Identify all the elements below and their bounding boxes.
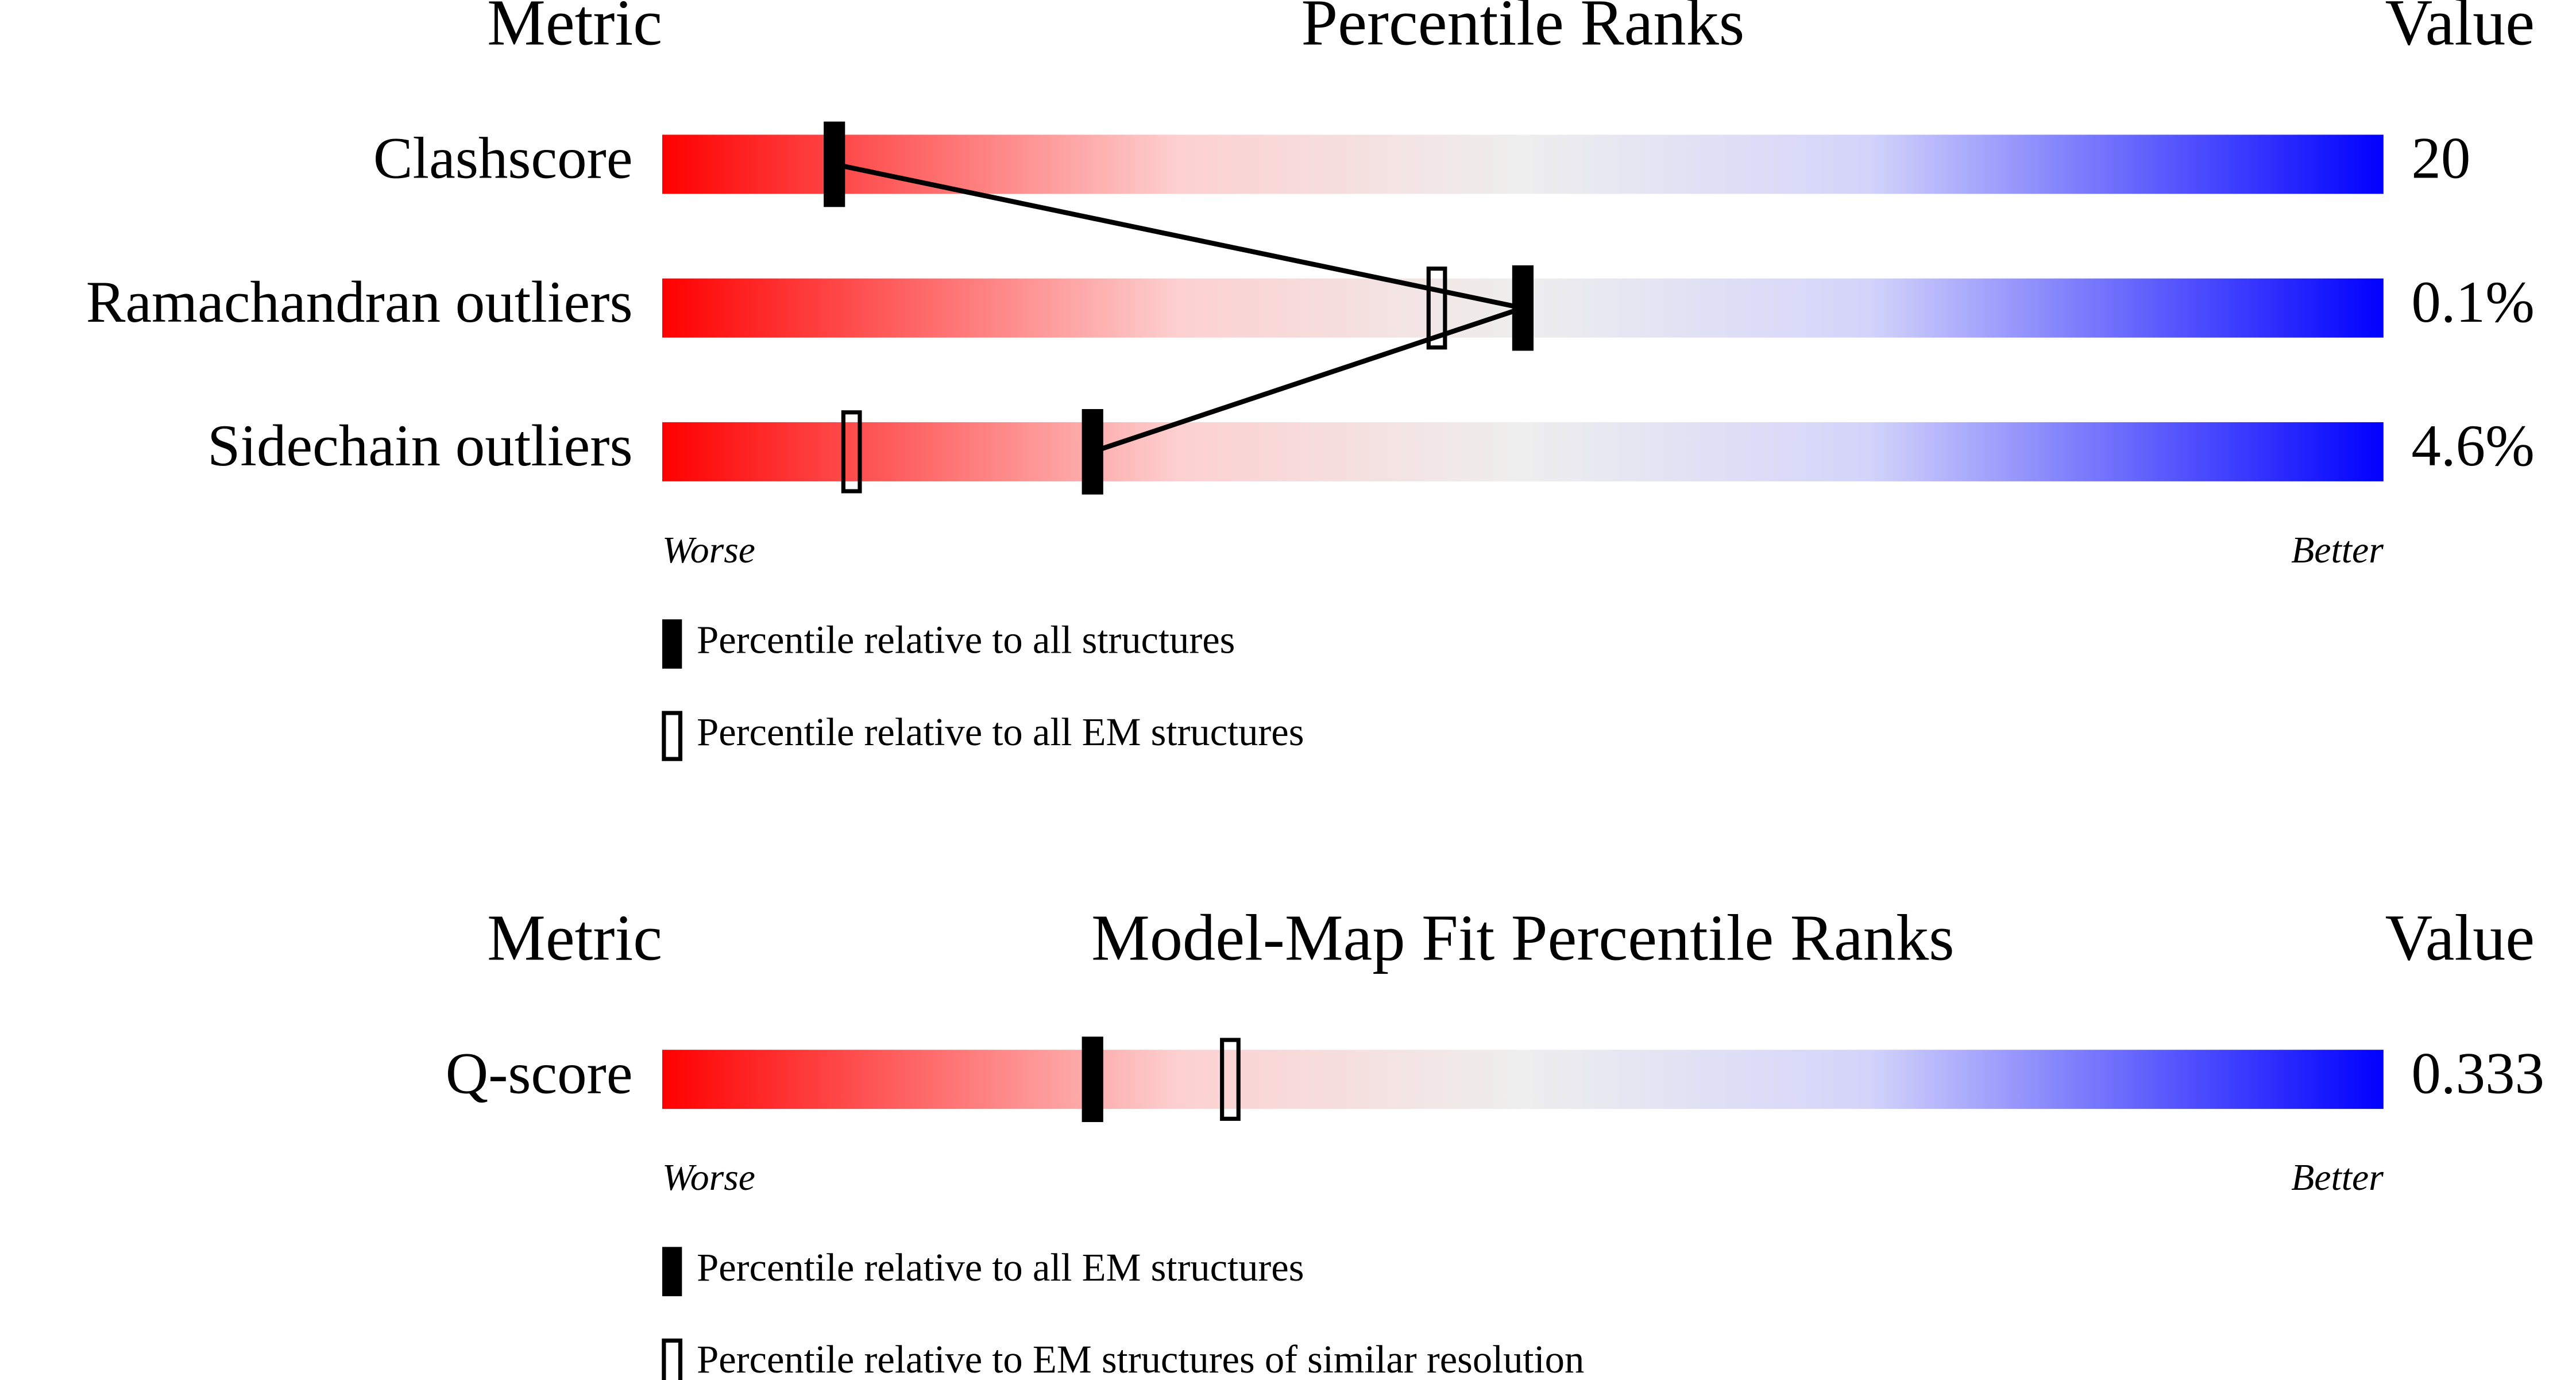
worse-label: Worse [662, 529, 755, 571]
percentile-marker-open [1426, 266, 1447, 350]
metric-label: Sidechain outliers [207, 413, 632, 479]
metric-header: Metric [487, 901, 662, 974]
panel-title: Percentile Ranks [1301, 0, 1745, 59]
metric-value: 0.333 [2411, 1040, 2544, 1106]
percentile-marker-open [841, 410, 862, 494]
worse-label: Worse [662, 1157, 755, 1198]
percentile-marker [1082, 1036, 1103, 1123]
metric-label: Q-score [446, 1040, 633, 1106]
legend-label: Percentile relative to all EM structures [697, 710, 1304, 754]
percentile-marker [1082, 409, 1103, 495]
legend-label: Percentile relative to all EM structures [697, 1246, 1304, 1289]
legend-swatch [662, 619, 682, 669]
metric-value: 0.1% [2411, 269, 2534, 335]
metric-label: Ramachandran outliers [86, 269, 633, 335]
percentile-marker [1512, 265, 1534, 351]
metric-header: Metric [487, 0, 662, 59]
scale-bar [662, 134, 2384, 194]
value-header: Value [2385, 901, 2535, 974]
metric-value: 20 [2411, 126, 2470, 191]
better-label: Better [2291, 529, 2384, 571]
better-label: Better [2291, 1157, 2384, 1198]
scale-bar [662, 422, 2384, 481]
legend-label: Percentile relative to all structures [697, 618, 1235, 662]
value-header: Value [2385, 0, 2535, 59]
panel-title: Model-Map Fit Percentile Ranks [1091, 901, 1955, 974]
scale-bar [662, 1050, 2384, 1109]
legend-swatch [662, 1247, 682, 1297]
legend-swatch-open [662, 1338, 683, 1380]
percentile-marker [824, 121, 845, 207]
legend-label: Percentile relative to EM structures of … [697, 1337, 1584, 1380]
metric-value: 4.6% [2411, 413, 2534, 479]
percentile-marker-open [1220, 1038, 1241, 1121]
metric-label: Clashscore [373, 126, 633, 191]
legend-swatch-open [662, 711, 683, 761]
